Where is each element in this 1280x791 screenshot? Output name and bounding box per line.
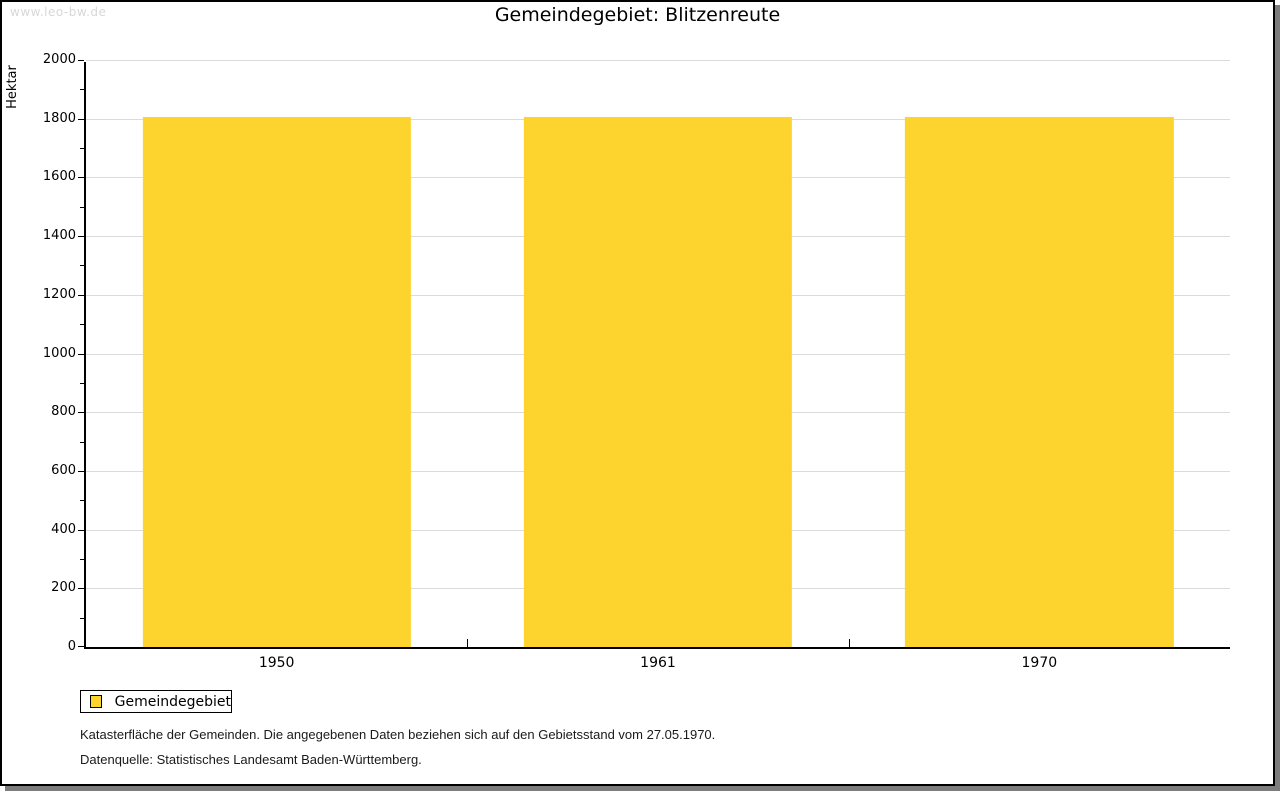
y-minor-tick <box>80 500 84 502</box>
y-major-tick <box>78 470 84 472</box>
x-axis-label: 1970 <box>1021 655 1058 671</box>
plot-area: 0 200 400 600 800 1000 1200 1400 1600 1800 2000 195… <box>43 52 1230 671</box>
bar <box>142 117 411 647</box>
x-tick <box>848 639 850 647</box>
y-major-tick <box>78 588 84 590</box>
x-axis-label: 1961 <box>640 655 676 671</box>
y-tick-label: 1600 <box>42 169 76 185</box>
bar <box>523 117 793 647</box>
y-minor-tick <box>80 148 84 150</box>
y-major-tick <box>78 60 84 61</box>
y-minor-tick <box>80 89 84 91</box>
gridline <box>86 60 1230 61</box>
y-tick-label: 0 <box>67 639 76 654</box>
legend-label: Gemeindegebiet <box>114 693 231 710</box>
y-tick-label: 1400 <box>42 228 76 244</box>
y-tick-label: 2000 <box>42 52 76 67</box>
y-tick-label: 800 <box>51 404 76 420</box>
footnote-source-note: Katasterfläche der Gemeinden. Die angege… <box>80 727 716 742</box>
y-major-tick <box>78 118 84 120</box>
y-minor-tick <box>80 382 84 384</box>
y-minor-tick <box>80 206 84 208</box>
y-minor-tick <box>80 617 84 619</box>
y-major-tick <box>78 353 84 355</box>
legend-box: Gemeindegebiet <box>80 690 232 713</box>
watermark-text: www.leo-bw.de <box>10 5 107 19</box>
x-tick <box>467 639 469 647</box>
y-minor-tick <box>80 441 84 443</box>
y-tick-label: 1200 <box>42 286 76 302</box>
x-axis-label: 1950 <box>258 655 295 671</box>
footnote-data-source: Datenquelle: Statistisches Landesamt Bad… <box>80 752 422 767</box>
y-tick-label: 400 <box>51 521 76 537</box>
y-major-tick <box>78 236 84 238</box>
y-tick-label: 600 <box>51 462 76 478</box>
y-tick-label: 200 <box>51 580 76 596</box>
y-minor-tick <box>80 324 84 326</box>
y-tick-label: 1800 <box>42 110 76 126</box>
y-major-tick <box>78 646 84 647</box>
y-axis-title: Hektar <box>5 65 20 109</box>
bar <box>905 117 1174 647</box>
y-tick-label: 1000 <box>42 345 76 361</box>
y-major-tick <box>78 177 84 179</box>
y-minor-tick <box>80 558 84 560</box>
chart-title: Gemeindegebiet: Blitzenreute <box>494 4 781 26</box>
y-major-tick <box>78 412 84 414</box>
y-major-tick <box>78 294 84 296</box>
legend-swatch <box>90 695 102 708</box>
y-major-tick <box>78 529 84 531</box>
y-minor-tick <box>80 265 84 267</box>
